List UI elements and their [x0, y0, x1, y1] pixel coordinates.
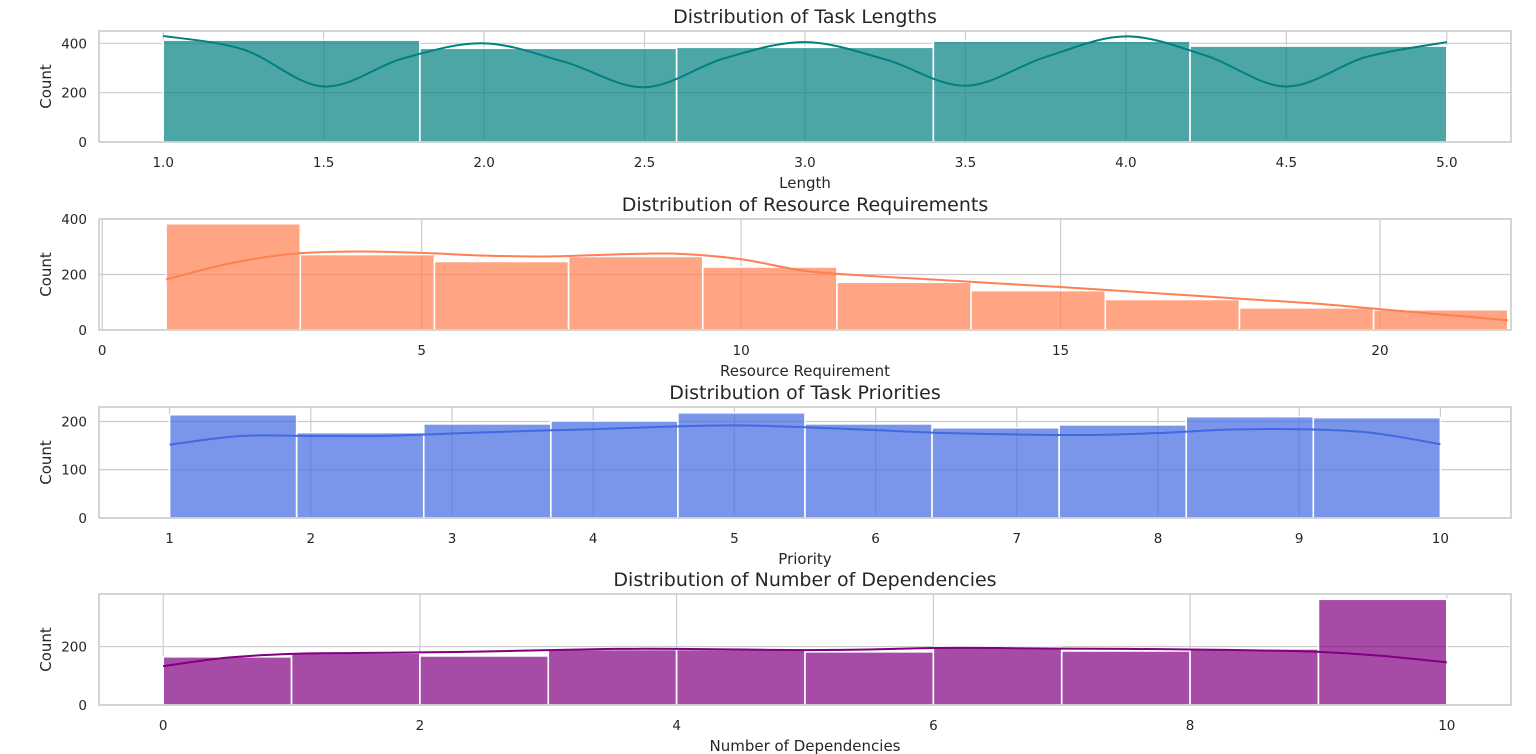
x-tick-label: 10	[1432, 531, 1449, 547]
x-tick-label: 6	[929, 718, 938, 734]
histogram-bar	[290, 652, 421, 706]
plot-frame	[98, 406, 1512, 519]
histogram-bar	[162, 39, 421, 143]
histogram-bar	[804, 651, 935, 706]
histogram-bar	[422, 423, 552, 519]
histogram-bar	[567, 255, 704, 331]
chart-title: Distribution of Task Priorities	[669, 382, 941, 404]
x-axis-label: Resource Requirement	[720, 362, 890, 380]
histogram-bar	[1238, 306, 1375, 331]
x-tick-label: 9	[1295, 531, 1304, 547]
y-axis-label: Count	[37, 627, 55, 672]
x-tick-label: 6	[871, 531, 880, 547]
kde-line	[169, 424, 1441, 446]
chart-title: Distribution of Resource Requirements	[622, 194, 989, 216]
histogram-bar	[677, 411, 806, 519]
x-tick-label: 5	[417, 343, 426, 359]
histogram-bar	[1189, 45, 1448, 143]
y-tick-label: 0	[78, 323, 87, 339]
x-tick-label: 8	[1154, 531, 1163, 547]
y-tick-label: 100	[61, 463, 87, 479]
histogram-bar	[165, 222, 302, 331]
histogram-bar	[295, 431, 425, 519]
x-tick-label: 15	[1052, 343, 1069, 359]
y-tick-label: 200	[61, 640, 87, 656]
histogram-bar	[550, 420, 679, 519]
x-axis-label: Number of Dependencies	[709, 737, 900, 754]
subplot-4: 0 2 4 6 8 10 0 200 Distribution of Number of Dep…	[37, 569, 1512, 754]
x-tick-label: 2.5	[634, 155, 655, 171]
x-tick-label: 3.5	[955, 155, 976, 171]
x-tick-label: 1	[165, 531, 174, 547]
chart-title: Distribution of Task Lengths	[673, 6, 937, 28]
plot-frame	[98, 30, 1512, 143]
kde-line	[163, 34, 1448, 89]
x-tick-label: 3.0	[794, 155, 815, 171]
y-tick-label: 200	[61, 268, 87, 284]
x-tick-label: 4.5	[1276, 155, 1297, 171]
y-tick-label: 0	[78, 698, 87, 714]
histogram-bar	[701, 266, 838, 331]
histogram-bar	[1189, 648, 1320, 706]
y-axis-label: Count	[37, 440, 55, 485]
histogram-bar	[433, 260, 570, 331]
y-tick-label: 200	[61, 414, 87, 430]
y-axis-label: Count	[37, 64, 55, 109]
x-tick-label: 5	[730, 531, 739, 547]
x-tick-label: 5.0	[1436, 155, 1457, 171]
chart-title: Distribution of Number of Dependencies	[613, 569, 996, 591]
histogram-bar	[419, 655, 550, 706]
y-tick-label: 200	[61, 86, 87, 102]
subplot-1: 1.0 1.5 2.0 2.5 3.0 3.5 4.0 4.5 5.0 0 200 400 Distri…	[37, 6, 1512, 192]
kde-line	[165, 250, 1508, 322]
histogram-bar	[299, 253, 436, 331]
x-tick-label: 7	[1013, 531, 1022, 547]
plot-frame	[98, 218, 1512, 331]
y-tick-label: 400	[61, 212, 87, 228]
histogram-bar	[675, 46, 935, 143]
histogram-bar	[970, 289, 1107, 331]
x-tick-label: 0	[159, 718, 168, 734]
x-tick-label: 4	[672, 718, 681, 734]
histogram-bar	[1060, 650, 1191, 706]
histogram-bar	[419, 47, 678, 143]
histogram-bar	[1058, 424, 1188, 519]
histogram-bar	[836, 281, 972, 331]
y-tick-label: 0	[78, 135, 87, 151]
histogram-bar	[932, 40, 1191, 143]
x-tick-label: 4	[589, 531, 598, 547]
histogram-bar	[931, 426, 1060, 519]
histogram-bar	[804, 423, 933, 519]
x-axis-label: Priority	[778, 550, 832, 568]
x-tick-label: 1.0	[152, 155, 173, 171]
y-tick-label: 0	[78, 511, 87, 527]
histogram-bar	[932, 646, 1063, 706]
x-tick-label: 3	[448, 531, 457, 547]
x-tick-label: 10	[1438, 718, 1455, 734]
x-tick-label: 1.5	[313, 155, 334, 171]
x-tick-label: 2	[307, 531, 316, 547]
histogram-bar	[675, 648, 806, 706]
histogram-bar	[1104, 298, 1241, 331]
x-tick-label: 0	[98, 343, 107, 359]
x-tick-label: 4.0	[1115, 155, 1136, 171]
y-tick-label: 400	[61, 36, 87, 52]
x-tick-label: 8	[1186, 718, 1195, 734]
x-tick-label: 2.0	[473, 155, 494, 171]
x-axis-label: Length	[779, 174, 831, 192]
kde-line	[163, 646, 1447, 668]
x-tick-label: 20	[1371, 343, 1388, 359]
histogram-bar	[168, 413, 298, 519]
x-tick-label: 2	[416, 718, 425, 734]
histogram-bar	[1185, 415, 1315, 519]
histogram-bar	[1372, 308, 1509, 331]
plot-frame	[98, 593, 1512, 706]
y-axis-label: Count	[37, 252, 55, 297]
histogram-bar	[547, 648, 678, 706]
x-tick-label: 10	[733, 343, 750, 359]
